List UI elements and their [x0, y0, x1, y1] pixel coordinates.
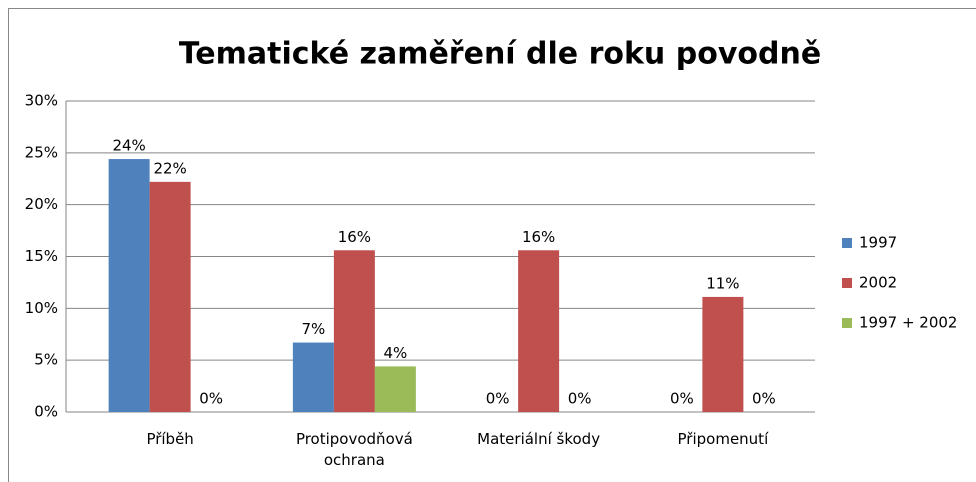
bar — [292, 342, 334, 412]
legend-swatch — [842, 278, 852, 288]
y-tick-label: 20% — [25, 195, 58, 213]
bar — [108, 159, 150, 412]
legend-label: 1997 — [859, 234, 897, 252]
data-label: 22% — [153, 159, 186, 177]
data-label: 0% — [752, 390, 776, 408]
y-tick-label: 5% — [34, 351, 58, 369]
legend-label: 1997 + 2002 — [859, 314, 957, 332]
bar — [333, 250, 375, 412]
data-label: 24% — [112, 137, 145, 155]
data-label: 7% — [301, 320, 325, 338]
bar — [374, 366, 416, 412]
bar — [149, 181, 191, 412]
data-label: 0% — [568, 390, 592, 408]
y-tick-label: 25% — [25, 143, 58, 161]
y-tick-label: 0% — [34, 403, 58, 421]
chart-frame — [8, 8, 976, 482]
x-tick-label: Příběh — [146, 430, 194, 448]
data-label: 11% — [706, 274, 739, 292]
bar — [702, 296, 744, 412]
data-label: 0% — [199, 390, 223, 408]
data-label: 0% — [486, 390, 510, 408]
bar — [518, 250, 560, 412]
x-tick-label: Připomenutí — [677, 430, 769, 448]
y-tick-label: 15% — [25, 247, 58, 265]
data-label: 4% — [383, 344, 407, 362]
legend-swatch — [842, 238, 852, 248]
data-label: 16% — [338, 228, 371, 246]
y-tick-label: 30% — [25, 92, 58, 110]
legend-label: 2002 — [859, 274, 897, 292]
data-label: 0% — [670, 390, 694, 408]
x-tick-label: Materiální škody — [477, 430, 601, 448]
legend-swatch — [842, 318, 852, 328]
y-tick-label: 10% — [25, 299, 58, 317]
data-label: 16% — [522, 228, 555, 246]
chart-title: Tematické zaměření dle roku povodně — [179, 37, 821, 72]
x-tick-label: Protipovodňová ochrana — [295, 430, 413, 469]
